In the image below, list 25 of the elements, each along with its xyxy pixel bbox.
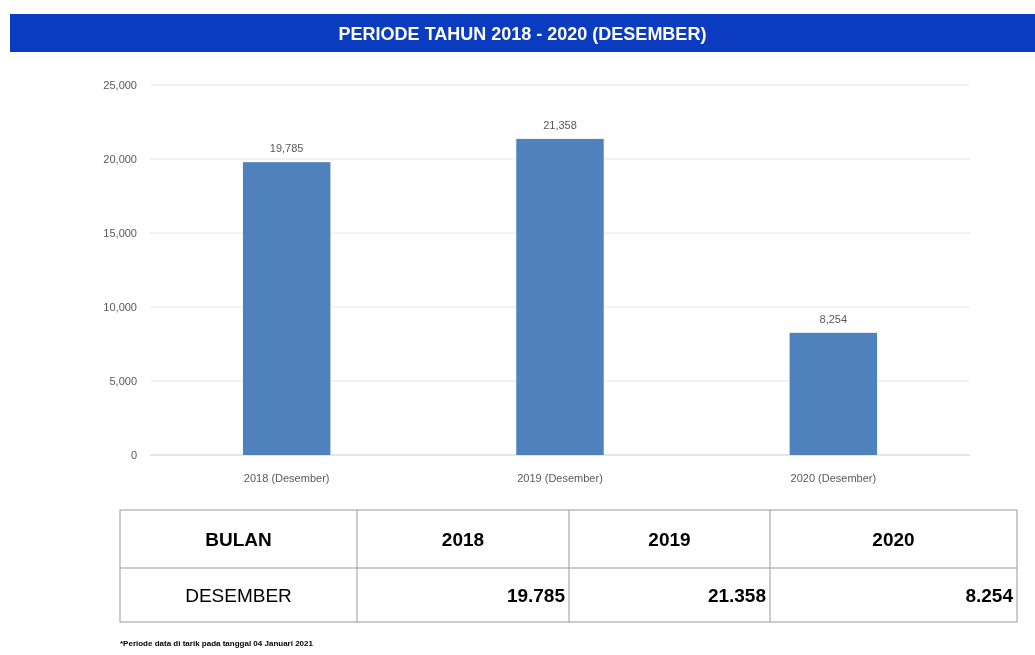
text: 2018 xyxy=(441,529,485,550)
x-tick-label: 2018 (Desember) xyxy=(243,472,330,484)
text: 21.358 xyxy=(707,585,766,606)
bar xyxy=(789,332,878,455)
bar xyxy=(242,162,331,455)
bar xyxy=(516,138,604,455)
x-tick-label: 2020 (Desember) xyxy=(790,472,877,484)
y-tick-label: 5,000 xyxy=(109,375,137,387)
x-tick-label: 2019 (Desember) xyxy=(517,472,603,484)
text: 2019 xyxy=(648,529,691,550)
y-tick-label: 0 xyxy=(130,449,137,461)
data-label: 21,358 xyxy=(543,118,577,131)
y-tick-label: 20,000 xyxy=(103,153,137,165)
text: *Periode data di tarik pada tanggal 04 Januari 2021 xyxy=(120,639,314,648)
chart-title: PERIODE TAHUN 2018 - 2020 (DESEMBER) xyxy=(338,24,707,44)
text: 8.254 xyxy=(965,585,1014,606)
text: DESEMBER xyxy=(185,585,292,606)
text: 2020 xyxy=(872,529,915,550)
y-tick-label: 25,000 xyxy=(103,79,137,91)
text: BULAN xyxy=(205,529,272,550)
data-label: 8,254 xyxy=(819,312,848,325)
text: 19.785 xyxy=(506,585,566,606)
y-tick-label: 10,000 xyxy=(103,301,137,313)
data-label: 19,785 xyxy=(269,142,304,155)
y-tick-label: 15,000 xyxy=(103,227,137,239)
